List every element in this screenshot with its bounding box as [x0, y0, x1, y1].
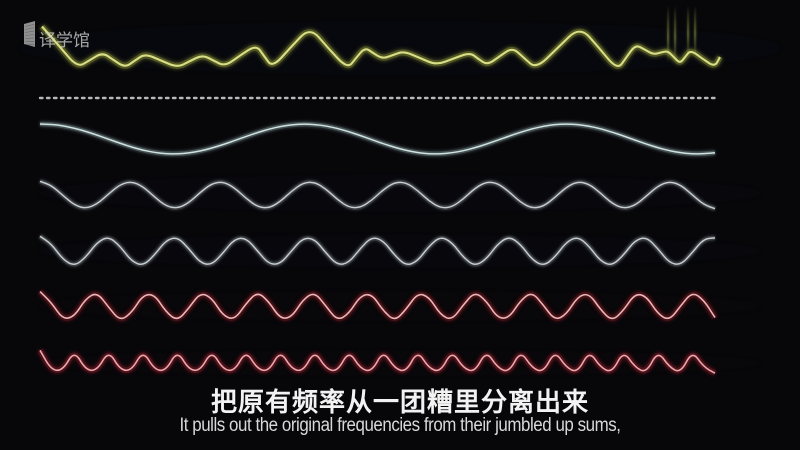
svg-text:译学馆: 译学馆 [39, 31, 90, 50]
